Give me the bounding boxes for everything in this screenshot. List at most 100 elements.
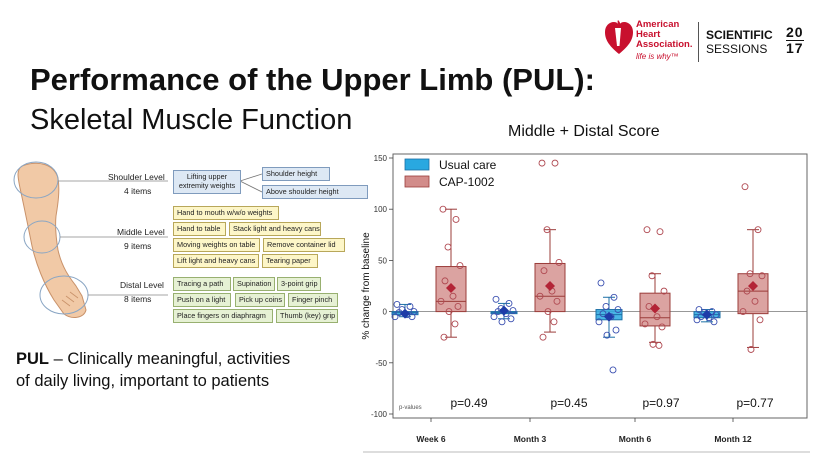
data-point (695, 306, 703, 314)
pvalue: p=0.97 (642, 396, 679, 410)
pvalue-label: p-values (399, 405, 422, 411)
distal-item-box: Push on a light (173, 293, 231, 307)
data-point (509, 307, 517, 315)
data-point (614, 306, 622, 314)
logo-divider (698, 22, 699, 62)
data-point (555, 258, 563, 266)
distal-item-box: Thumb (key) grip (276, 309, 338, 323)
middle-item-box: Lift light and heavy cans (173, 254, 259, 268)
slide-title: Performance of the Upper Limb (PUL): (30, 62, 595, 97)
data-point (391, 313, 399, 321)
middle-item-box: Remove container lid (263, 238, 345, 252)
data-point (656, 228, 664, 236)
data-point (544, 308, 552, 316)
mean-marker (499, 305, 509, 316)
data-point (444, 243, 452, 251)
sessions-line-1: SCIENTIFIC (706, 28, 773, 42)
data-point (553, 297, 561, 305)
data-point (751, 297, 759, 305)
data-point (743, 287, 751, 295)
data-point (540, 267, 548, 275)
legend-swatch (404, 158, 430, 171)
data-point (550, 318, 558, 326)
distal-item-box: Finger pinch (288, 293, 338, 307)
sessions-year: 20 17 (786, 25, 804, 56)
y-tick-label: 100 (374, 205, 388, 214)
data-point (439, 205, 447, 213)
sessions-name: SCIENTIFIC SESSIONS (706, 28, 773, 56)
pul-term: PUL (16, 350, 49, 368)
data-point (747, 346, 755, 353)
pvalue: p=0.77 (736, 396, 773, 410)
aha-heart-torch-icon (605, 20, 633, 54)
y-tick-label: 50 (378, 256, 387, 265)
mean-marker (400, 308, 410, 319)
chart-title: Middle + Distal Score (508, 123, 660, 140)
data-point (536, 292, 544, 300)
aha-line-3: Association. (636, 39, 693, 50)
data-point (451, 320, 459, 328)
pul-description: PUL – Clinically meaningful, activities … (16, 348, 290, 392)
box-plot-chart: -100 -50 0 50 100 150 % change from baseline We… (361, 153, 810, 453)
shoulder-item-box: Above shoulder height (262, 185, 368, 199)
middle-item-box: Moving weights on table (173, 238, 260, 252)
data-point (498, 318, 506, 326)
mean-marker (650, 303, 660, 314)
data-point (758, 272, 766, 280)
y-axis-label: % change from baseline (361, 232, 372, 340)
data-point (595, 318, 603, 326)
data-point (739, 308, 747, 316)
data-point (492, 295, 500, 303)
mean-marker (604, 311, 614, 322)
data-point (746, 270, 754, 278)
data-point (660, 287, 668, 295)
data-point (543, 226, 551, 234)
middle-level-label: Middle Level (117, 227, 165, 237)
pul-line-2: of daily living, important to patients (16, 372, 270, 390)
data-point (538, 159, 546, 167)
data-point (643, 226, 651, 234)
distal-item-box: 3-point grip (277, 277, 321, 291)
data-point (507, 315, 515, 323)
pul-line-1-text: – Clinically meaningful, activities (49, 350, 291, 368)
data-point (440, 333, 448, 341)
distal-level-count: 8 items (124, 294, 152, 304)
legend-label: Usual care (439, 158, 497, 172)
data-point (710, 318, 718, 326)
box (737, 273, 769, 315)
distal-level-label: Distal Level (120, 280, 164, 290)
shoulder-group-box: Lifting upper extremity weights (173, 170, 241, 194)
aha-line-1: American (636, 19, 680, 30)
year-bottom: 17 (786, 40, 804, 56)
aha-tagline: life is why™ (636, 52, 679, 61)
middle-level-count: 9 items (124, 241, 152, 251)
data-point (505, 299, 513, 307)
data-point (441, 277, 449, 285)
middle-item-box: Tearing paper (262, 254, 318, 268)
data-point (490, 313, 498, 321)
data-point (756, 316, 764, 324)
slide-subtitle: Skeletal Muscle Function (30, 104, 353, 136)
data-point (393, 300, 401, 308)
sessions-line-2: SESSIONS (706, 42, 768, 56)
data-point (539, 333, 547, 341)
distal-item-box: Supination (233, 277, 275, 291)
data-point (437, 297, 445, 305)
middle-item-box: Stack light and heavy cans (229, 222, 321, 236)
data-point (551, 159, 559, 167)
y-tick-label: 150 (374, 154, 388, 163)
y-tick-label: -50 (375, 359, 387, 368)
data-point (645, 303, 653, 310)
distal-item-box: Tracing a path (173, 277, 231, 291)
mean-marker (545, 281, 555, 291)
shoulder-item-box: Shoulder height (262, 167, 330, 181)
data-point (693, 316, 701, 324)
middle-item-box: Hand to mouth w/w/o weights (173, 206, 279, 220)
pvalue: p=0.45 (550, 396, 587, 410)
data-point (452, 215, 460, 223)
legend-label: CAP-1002 (439, 175, 495, 189)
data-point (741, 183, 749, 191)
mean-marker (702, 309, 712, 320)
x-tick-label: Month 6 (619, 434, 652, 444)
aha-name: American Heart Association. (636, 20, 693, 50)
